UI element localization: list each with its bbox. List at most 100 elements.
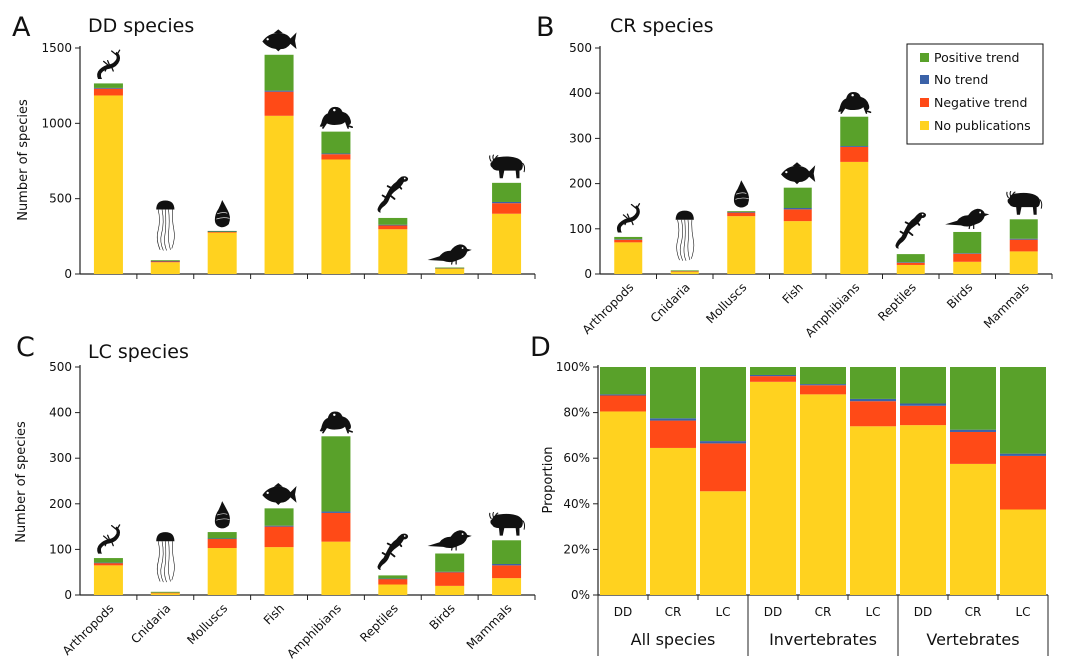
lizard-icon: [376, 175, 410, 214]
panel-c-bar-molluscs-negative: [207, 538, 237, 549]
lizard-icon: [894, 211, 928, 250]
panel-d-bar-dd-6-negative: [900, 405, 946, 426]
panel-d-x-tick-label: CR: [665, 605, 682, 619]
scorpion-icon: [616, 203, 641, 234]
panel-b-bar-birds-positive: [953, 231, 982, 254]
panel-a-bar-mammals-no-trend: [492, 201, 522, 204]
panel-d-y-tick-label: 100%: [556, 360, 590, 374]
legend-label-positive: Positive trend: [934, 50, 1019, 65]
panel-d-letter: D: [530, 332, 551, 363]
panel-b-x-tick-label: Cnidaria: [648, 280, 693, 325]
panel-d-y-tick-label: 80%: [563, 406, 590, 420]
panel-a-bar-mammals-no-publications: [492, 213, 522, 274]
panel-a-bar-birds-positive: [435, 267, 465, 269]
panel-a: A DD species Number of species 0 500 1000 1…: [12, 12, 536, 281]
scorpion-icon: [96, 49, 121, 80]
panel-b-x-tick-label: Arthropods: [580, 280, 637, 337]
panel-d-bar-dd-0-no-publications: [600, 411, 646, 595]
panel-c-x-tick-label: Molluscs: [184, 601, 230, 647]
panel-b-bar-molluscs-no-trend: [727, 212, 756, 213]
panel-b-bar-arthropods-negative: [614, 239, 643, 243]
panel-b-bar-reptiles-negative: [896, 262, 925, 265]
panel-b-x-tick-label: Birds: [944, 280, 975, 311]
panel-c-bar-cnidaria-no-publications: [150, 593, 180, 595]
lizard-icon: [376, 532, 410, 571]
panel-a-y-tick-label: 500: [49, 192, 72, 206]
panel-a-bar-cnidaria-positive: [150, 260, 180, 261]
panel-d-bar-lc-5-no-trend: [850, 398, 896, 402]
legend-swatch-no-trend: [920, 75, 929, 84]
panel-d-group-label-all-species: All species: [631, 630, 716, 649]
snail-shell-icon: [214, 500, 231, 529]
panel-d-bar-cr-7-negative: [950, 431, 996, 464]
panel-a-bar-reptiles-positive: [378, 217, 408, 225]
legend: Positive trend No trend Negative trend N…: [906, 43, 1044, 145]
panel-a-bar-birds-no-trend: [435, 267, 465, 269]
panel-c-bar-molluscs-no-trend: [207, 538, 237, 540]
panel-a-bar-arthropods-no-trend: [93, 87, 123, 89]
panel-a-y-axis-title: Number of species: [16, 99, 31, 221]
panel-c-bar-mammals-negative: [492, 565, 522, 579]
panel-c-bar-fish-no-trend: [264, 525, 294, 527]
panel-d-x-tick-label: CR: [965, 605, 982, 619]
panel-d-bar-cr-4-positive: [800, 367, 846, 385]
panel-c-bar-arthropods-no-publications: [93, 565, 123, 595]
panel-d-bar-cr-1-negative: [650, 420, 696, 448]
jellyfish-icon: [155, 200, 175, 251]
scorpion-icon: [96, 524, 121, 555]
panel-c-y-tick-label: 200: [49, 497, 72, 511]
panel-a-bar-birds-no-publications: [435, 268, 465, 274]
panel-a-bar-molluscs-no-publications: [207, 232, 237, 274]
panel-b-x-tick-label: Amphibians: [803, 280, 863, 340]
panel-c-bar-arthropods-negative: [93, 563, 123, 566]
panel-c-bar-fish-positive: [264, 508, 294, 526]
panel-b-bar-amphibians-no-trend: [840, 146, 869, 147]
panel-d-bar-lc-2-no-publications: [700, 491, 746, 595]
panel-b-bar-molluscs-negative: [727, 212, 756, 217]
panel-d-x-tick-label: LC: [1015, 605, 1030, 619]
panel-a-bar-amphibians-negative: [321, 154, 351, 160]
frog-icon: [837, 91, 872, 114]
panel-a-bar-cnidaria-no-publications: [150, 262, 180, 274]
panel-c-x-tick-label: Cnidaria: [128, 601, 173, 646]
panel-d-bar-dd-0-no-trend: [600, 394, 646, 396]
panel-d-bar-lc-8-no-trend: [1000, 453, 1046, 456]
panel-a-bar-arthropods-no-publications: [93, 95, 123, 275]
panel-b-bar-arthropods-no-trend: [614, 239, 643, 240]
panel-d-bar-dd-6-no-publications: [900, 425, 946, 595]
panel-d-x-tick-label: CR: [815, 605, 832, 619]
panel-b-y-tick-label: 300: [569, 131, 592, 145]
panel-b-title: CR species: [610, 15, 713, 37]
legend-swatch-positive: [920, 53, 929, 62]
panel-b-y-tick-label: 0: [584, 267, 592, 281]
panel-d-bar-dd-6-positive: [900, 367, 946, 404]
panel-d-y-tick-label: 0%: [571, 588, 590, 602]
panel-a-bar-amphibians-no-trend: [321, 153, 351, 155]
panel-b-x-tick-label: Fish: [780, 280, 806, 306]
panel-b-bar-arthropods-positive: [614, 236, 643, 240]
panel-a-bar-fish-no-trend: [264, 90, 294, 92]
bird-icon: [944, 208, 990, 230]
panel-c-x-tick-label: Fish: [261, 601, 287, 627]
panel-c-bar-amphibians-no-trend: [321, 511, 351, 513]
panel-d-bar-cr-4-no-publications: [800, 394, 846, 595]
panel-c-bar-amphibians-no-publications: [321, 541, 351, 595]
panel-d-x-tick-label: DD: [914, 605, 932, 619]
panel-d-x-tick-label: LC: [715, 605, 730, 619]
panel-a-bar-reptiles-no-publications: [378, 229, 408, 274]
panel-b-y-tick-label: 200: [569, 177, 592, 191]
bird-icon: [427, 243, 473, 266]
panel-b-bar-mammals-positive: [1009, 219, 1038, 239]
frog-icon: [318, 410, 354, 434]
panel-d-bar-dd-0-positive: [600, 367, 646, 395]
panel-a-bar-molluscs-negative: [207, 231, 237, 233]
panel-a-bar-molluscs-no-trend: [207, 231, 237, 232]
panel-b-bar-cnidaria-positive: [670, 270, 699, 272]
panel-d-bar-dd-3-negative: [750, 376, 796, 382]
panel-a-bar-fish-positive: [264, 54, 294, 91]
panel-c-bar-cnidaria-negative: [150, 592, 180, 594]
panel-d-bar-dd-6-no-trend: [900, 403, 946, 406]
panel-c-bar-molluscs-no-publications: [207, 548, 237, 595]
panel-d-bar-cr-1-positive: [650, 367, 696, 419]
panel-b-bar-mammals-no-publications: [1009, 251, 1038, 274]
